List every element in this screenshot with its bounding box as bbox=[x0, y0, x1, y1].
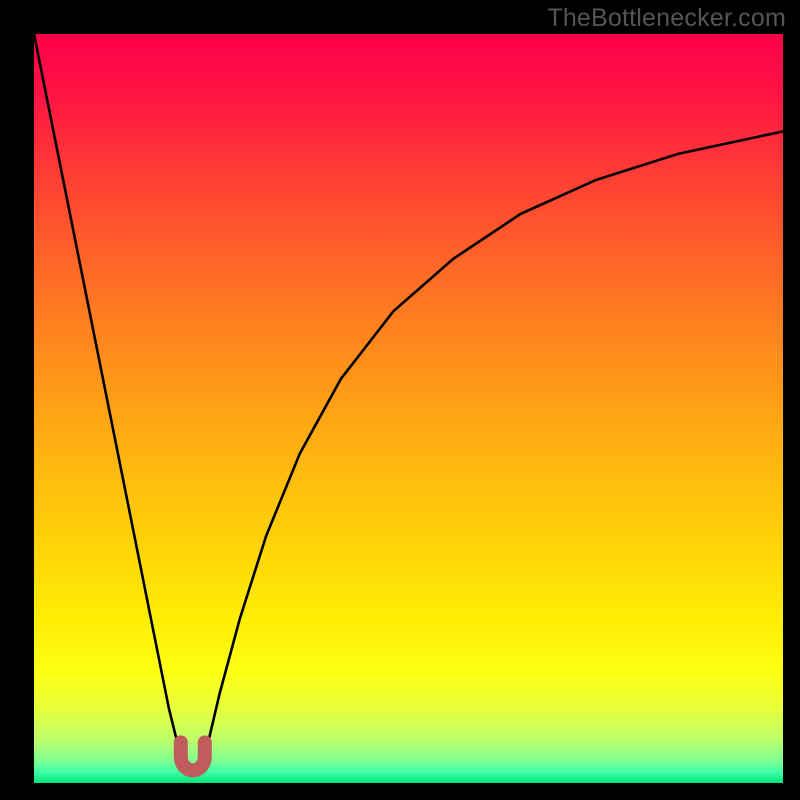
plot-frame bbox=[34, 34, 783, 783]
optimal-point-marker bbox=[34, 34, 783, 783]
attribution-text: TheBottlenecker.com bbox=[547, 4, 786, 33]
chart-container: TheBottlenecker.com bbox=[0, 0, 800, 800]
